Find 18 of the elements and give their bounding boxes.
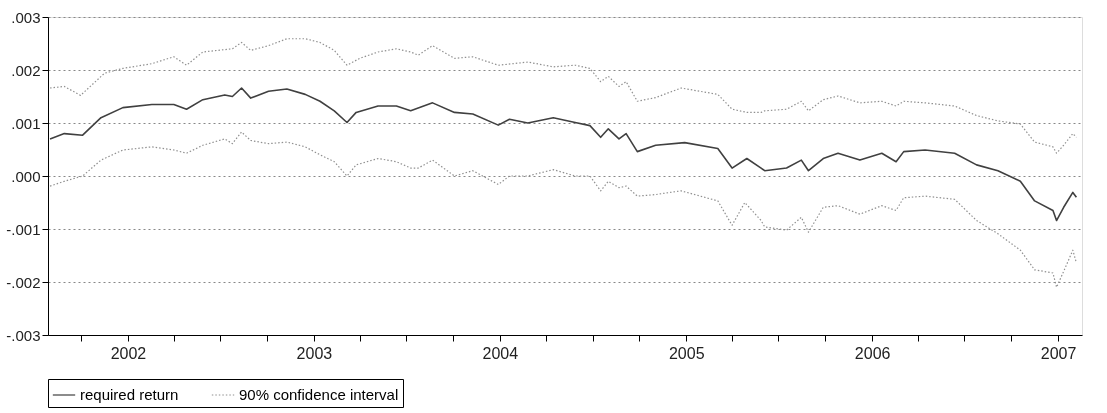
y-tick-label: .001 (11, 114, 41, 132)
line-series (49, 131, 1077, 288)
legend-label: 90% confidence interval (239, 386, 399, 403)
y-tick-label: .003 (11, 8, 41, 26)
y-tick-label: .002 (11, 61, 41, 79)
y-tick-label: -.001 (6, 220, 41, 238)
line-series (49, 38, 1077, 154)
y-tick-label: -.003 (6, 326, 41, 344)
x-tick-label: 2006 (854, 344, 891, 362)
x-tick-label: 2003 (296, 344, 333, 362)
x-tick-label: 2007 (1040, 344, 1077, 362)
x-tick-label: 2002 (110, 344, 147, 362)
legend-label: required return (80, 386, 179, 403)
line-series (49, 87, 1078, 222)
x-tick-label: 2004 (482, 344, 519, 362)
y-tick-label: -.002 (6, 273, 41, 291)
y-tick-label: .000 (11, 167, 41, 185)
x-tick-label: 2005 (668, 344, 705, 362)
